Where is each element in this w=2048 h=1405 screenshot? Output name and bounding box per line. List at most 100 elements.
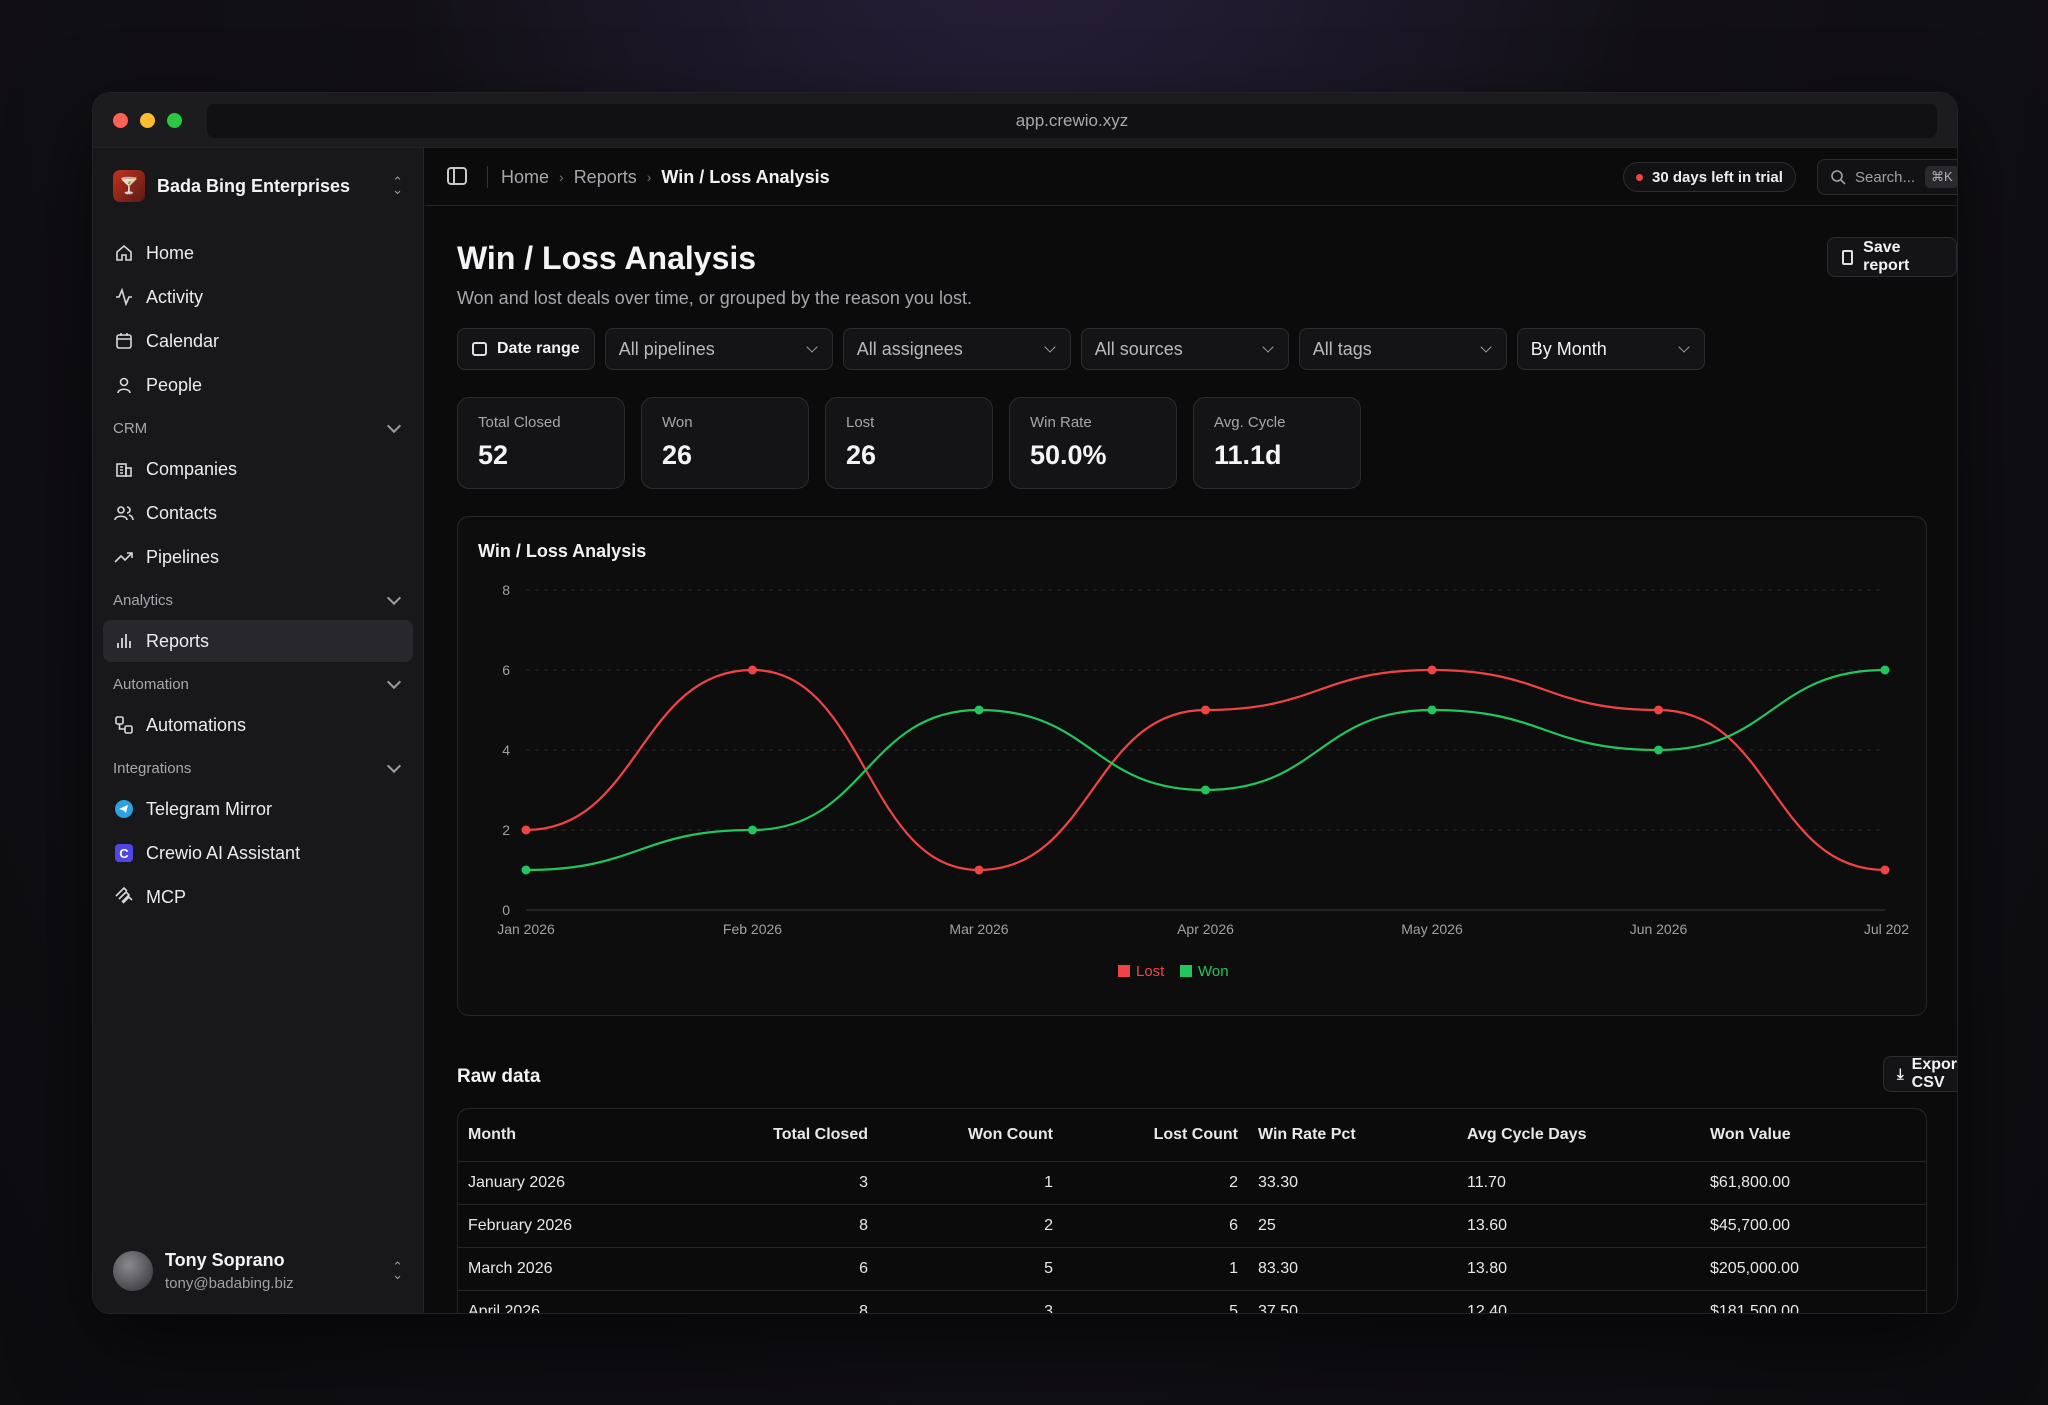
column-header[interactable]: Lost Count: [1063, 1109, 1248, 1162]
sidebar-item-label: Activity: [146, 286, 204, 307]
sidebar-item-telegram-mirror[interactable]: Telegram Mirror: [103, 788, 413, 830]
sidebar-item-mcp[interactable]: MCP: [103, 876, 413, 918]
x-tick-label: Jan 2026: [497, 921, 555, 937]
sidebar-item-pipelines[interactable]: Pipelines: [103, 536, 413, 578]
legend-label-won: Won: [1198, 963, 1229, 980]
y-tick-label: 4: [502, 742, 510, 758]
data-point-won: [1427, 705, 1437, 715]
section-crm[interactable]: CRM: [103, 408, 413, 448]
maximize-window-button[interactable]: [167, 113, 182, 128]
column-header[interactable]: Win Rate Pct: [1248, 1109, 1457, 1162]
cell-cycle: 11.70: [1457, 1161, 1700, 1205]
search-placeholder: Search...: [1855, 168, 1916, 186]
table-row[interactable]: March 2026 6 5 1 83.30 13.80 $205,000.00: [458, 1247, 1926, 1291]
breadcrumb-reports[interactable]: Reports: [573, 166, 637, 187]
org-name: Bada Bing Enterprises: [157, 175, 351, 196]
calendar-icon: [113, 330, 135, 352]
trial-badge[interactable]: 30 days left in trial: [1623, 162, 1796, 192]
cell-won: 5: [878, 1247, 1063, 1291]
svg-text:C: C: [119, 846, 129, 861]
data-point-won: [1654, 745, 1663, 755]
cell-month: February 2026: [458, 1204, 698, 1248]
cell-win-rate: 25: [1248, 1204, 1457, 1248]
y-tick-label: 6: [502, 662, 510, 678]
column-header[interactable]: Won Value: [1700, 1109, 1926, 1162]
sidebar-item-label: Automations: [146, 714, 247, 735]
sources-select[interactable]: All sources: [1080, 328, 1289, 370]
sidebar-item-label: Companies: [146, 458, 238, 479]
top-bar: Home › Reports › Win / Loss Analysis 30 …: [425, 148, 1957, 206]
chevron-down-icon: [386, 758, 402, 773]
date-range-button[interactable]: Date range: [457, 328, 595, 370]
section-integrations[interactable]: Integrations: [103, 748, 413, 788]
sidebar-item-calendar[interactable]: Calendar: [103, 320, 413, 362]
table-row[interactable]: April 2026 8 3 5 37.50 12.40 $181,500.00: [458, 1290, 1926, 1313]
sidebar-item-home[interactable]: Home: [103, 232, 413, 274]
sidebar-item-activity[interactable]: Activity: [103, 276, 413, 318]
x-tick-label: Apr 2026: [1177, 921, 1234, 937]
crewio-icon: C: [113, 842, 135, 864]
close-window-button[interactable]: [113, 113, 128, 128]
column-header[interactable]: Total Closed: [698, 1109, 878, 1162]
data-point-lost: [1427, 665, 1437, 675]
primary-nav: Home Activity Calendar People: [103, 232, 413, 920]
url-bar[interactable]: app.crewio.xyz: [207, 104, 1937, 138]
section-analytics[interactable]: Analytics: [103, 580, 413, 620]
stat-label: Lost: [846, 414, 875, 431]
sidebar-item-people[interactable]: People: [103, 364, 413, 406]
tags-select[interactable]: All tags: [1298, 328, 1507, 370]
search-input[interactable]: Search... ⌘K: [1817, 159, 1957, 195]
activity-icon: [113, 286, 135, 308]
column-header[interactable]: Avg Cycle Days: [1457, 1109, 1700, 1162]
trend-icon: [113, 546, 135, 568]
breadcrumb-home[interactable]: Home: [501, 166, 550, 187]
cell-month: April 2026: [458, 1290, 698, 1313]
download-icon: ⤓: [1897, 1065, 1904, 1083]
cell-win-rate: 33.30: [1248, 1161, 1457, 1205]
trial-text: 30 days left in trial: [1652, 168, 1783, 186]
legend-label-lost: Lost: [1136, 963, 1165, 980]
export-csv-button[interactable]: ⤓ Export CSV: [1883, 1056, 1957, 1092]
search-icon: [1831, 170, 1846, 185]
sidebar-item-contacts[interactable]: Contacts: [103, 492, 413, 534]
cell-won: 3: [878, 1290, 1063, 1313]
table-row[interactable]: February 2026 8 2 6 25 13.60 $45,700.00: [458, 1204, 1926, 1248]
assignees-value: All assignees: [856, 338, 963, 359]
cell-won-value: $45,700.00: [1700, 1204, 1926, 1248]
column-header[interactable]: Month: [458, 1109, 698, 1162]
grouping-select[interactable]: By Month: [1516, 328, 1705, 370]
main-content: Home › Reports › Win / Loss Analysis 30 …: [425, 148, 1957, 1313]
legend-swatch-lost: [1118, 965, 1130, 977]
sidebar-item-reports[interactable]: Reports: [103, 620, 413, 662]
stat-value: 11.1d: [1214, 440, 1282, 470]
filter-bar: Date range All pipelines All assignees A…: [457, 328, 1705, 372]
sidebar-item-label: Pipelines: [146, 546, 220, 567]
cell-lost: 6: [1063, 1204, 1248, 1248]
sidebar-item-label: Telegram Mirror: [146, 798, 273, 819]
cell-total: 8: [698, 1204, 878, 1248]
sidebar-item-crewio-ai[interactable]: C Crewio AI Assistant: [103, 832, 413, 874]
org-switcher[interactable]: 🍸 Bada Bing Enterprises ⌃ ⌄: [113, 168, 403, 204]
chevron-right-icon: ›: [559, 169, 564, 185]
x-tick-label: May 2026: [1401, 921, 1463, 937]
chevron-down-icon: [386, 674, 402, 689]
cell-win-rate: 37.50: [1248, 1290, 1457, 1313]
y-tick-label: 8: [502, 582, 510, 598]
table-row[interactable]: January 2026 3 1 2 33.30 11.70 $61,800.0…: [458, 1161, 1926, 1205]
save-report-button[interactable]: Save report: [1827, 237, 1957, 277]
assignees-select[interactable]: All assignees: [842, 328, 1071, 370]
sidebar-item-companies[interactable]: Companies: [103, 448, 413, 490]
user-email: tony@badabing.biz: [165, 1275, 294, 1292]
x-tick-label: Feb 2026: [723, 921, 782, 937]
user-menu[interactable]: Tony Soprano tony@badabing.biz ⌃ ⌄: [113, 1245, 403, 1297]
section-automation[interactable]: Automation: [103, 664, 413, 704]
minimize-window-button[interactable]: [140, 113, 155, 128]
stat-value: 26: [846, 440, 877, 470]
column-header[interactable]: Won Count: [878, 1109, 1063, 1162]
telegram-icon: [113, 798, 135, 820]
sidebar-toggle-icon[interactable]: [447, 167, 467, 185]
y-tick-label: 0: [502, 902, 510, 918]
pipelines-select[interactable]: All pipelines: [604, 328, 833, 370]
sidebar-item-automations[interactable]: Automations: [103, 704, 413, 746]
cell-total: 3: [698, 1161, 878, 1205]
